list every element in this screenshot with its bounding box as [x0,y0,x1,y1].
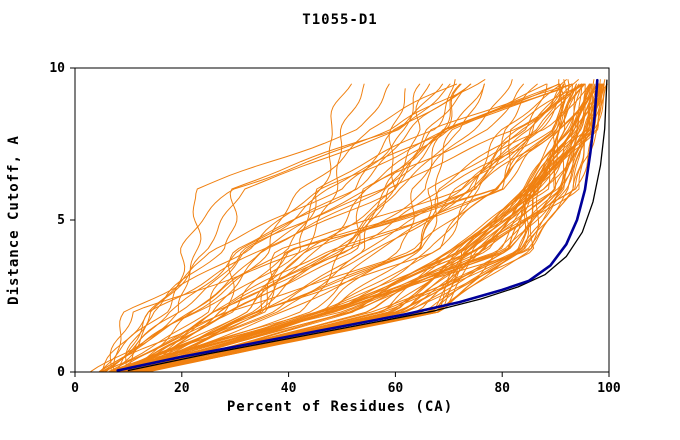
prediction-curve [137,83,600,372]
prediction-curve [130,83,547,372]
prediction-curve [102,83,352,372]
chart-title: T1055-D1 [302,12,378,28]
prediction-curve [114,83,564,372]
prediction-curve [116,83,582,372]
prediction-curve [139,79,567,372]
prediction-curve [102,83,485,372]
prediction-curve [128,83,585,372]
y-tick-label: 10 [49,61,65,76]
best-model-curve [116,78,599,372]
y-tick-label: 0 [57,365,65,380]
prediction-curve [136,79,595,372]
x-tick-label: 40 [281,381,297,396]
prediction-curve [109,83,365,372]
prediction-curve [141,79,579,372]
prediction-curve [122,83,565,372]
prediction-curve [101,88,406,372]
prediction-curve [132,83,472,372]
y-tick-label: 5 [57,213,65,228]
prediction-curve [140,83,565,372]
y-axis-label: Distance Cutoff, A [6,135,22,305]
prediction-curve [116,83,421,372]
prediction-curve [104,83,390,372]
x-tick-label: 0 [71,381,79,396]
prediction-curve [129,83,573,372]
prediction-curve [137,83,485,372]
prediction-curve [106,83,431,372]
prediction-curve [100,79,570,372]
prediction-curve [134,79,513,372]
reference-curve [127,79,608,372]
x-tick-label: 20 [174,381,190,396]
prediction-curve [98,88,466,372]
x-tick-label: 80 [494,381,510,396]
prediction-curve [99,79,486,372]
prediction-curve [150,83,600,372]
prediction-curve [126,83,580,372]
prediction-curve [138,83,538,372]
x-axis-label: Percent of Residues (CA) [226,399,454,415]
x-tick-label: 60 [388,381,404,396]
prediction-curve [131,83,548,372]
prediction-curve [129,83,570,372]
prediction-curve [120,83,577,372]
prediction-curve [125,83,451,372]
prediction-curve [121,83,604,372]
x-tick-label: 100 [597,381,621,396]
prediction-curve [133,83,461,372]
prediction-curve [108,83,585,372]
